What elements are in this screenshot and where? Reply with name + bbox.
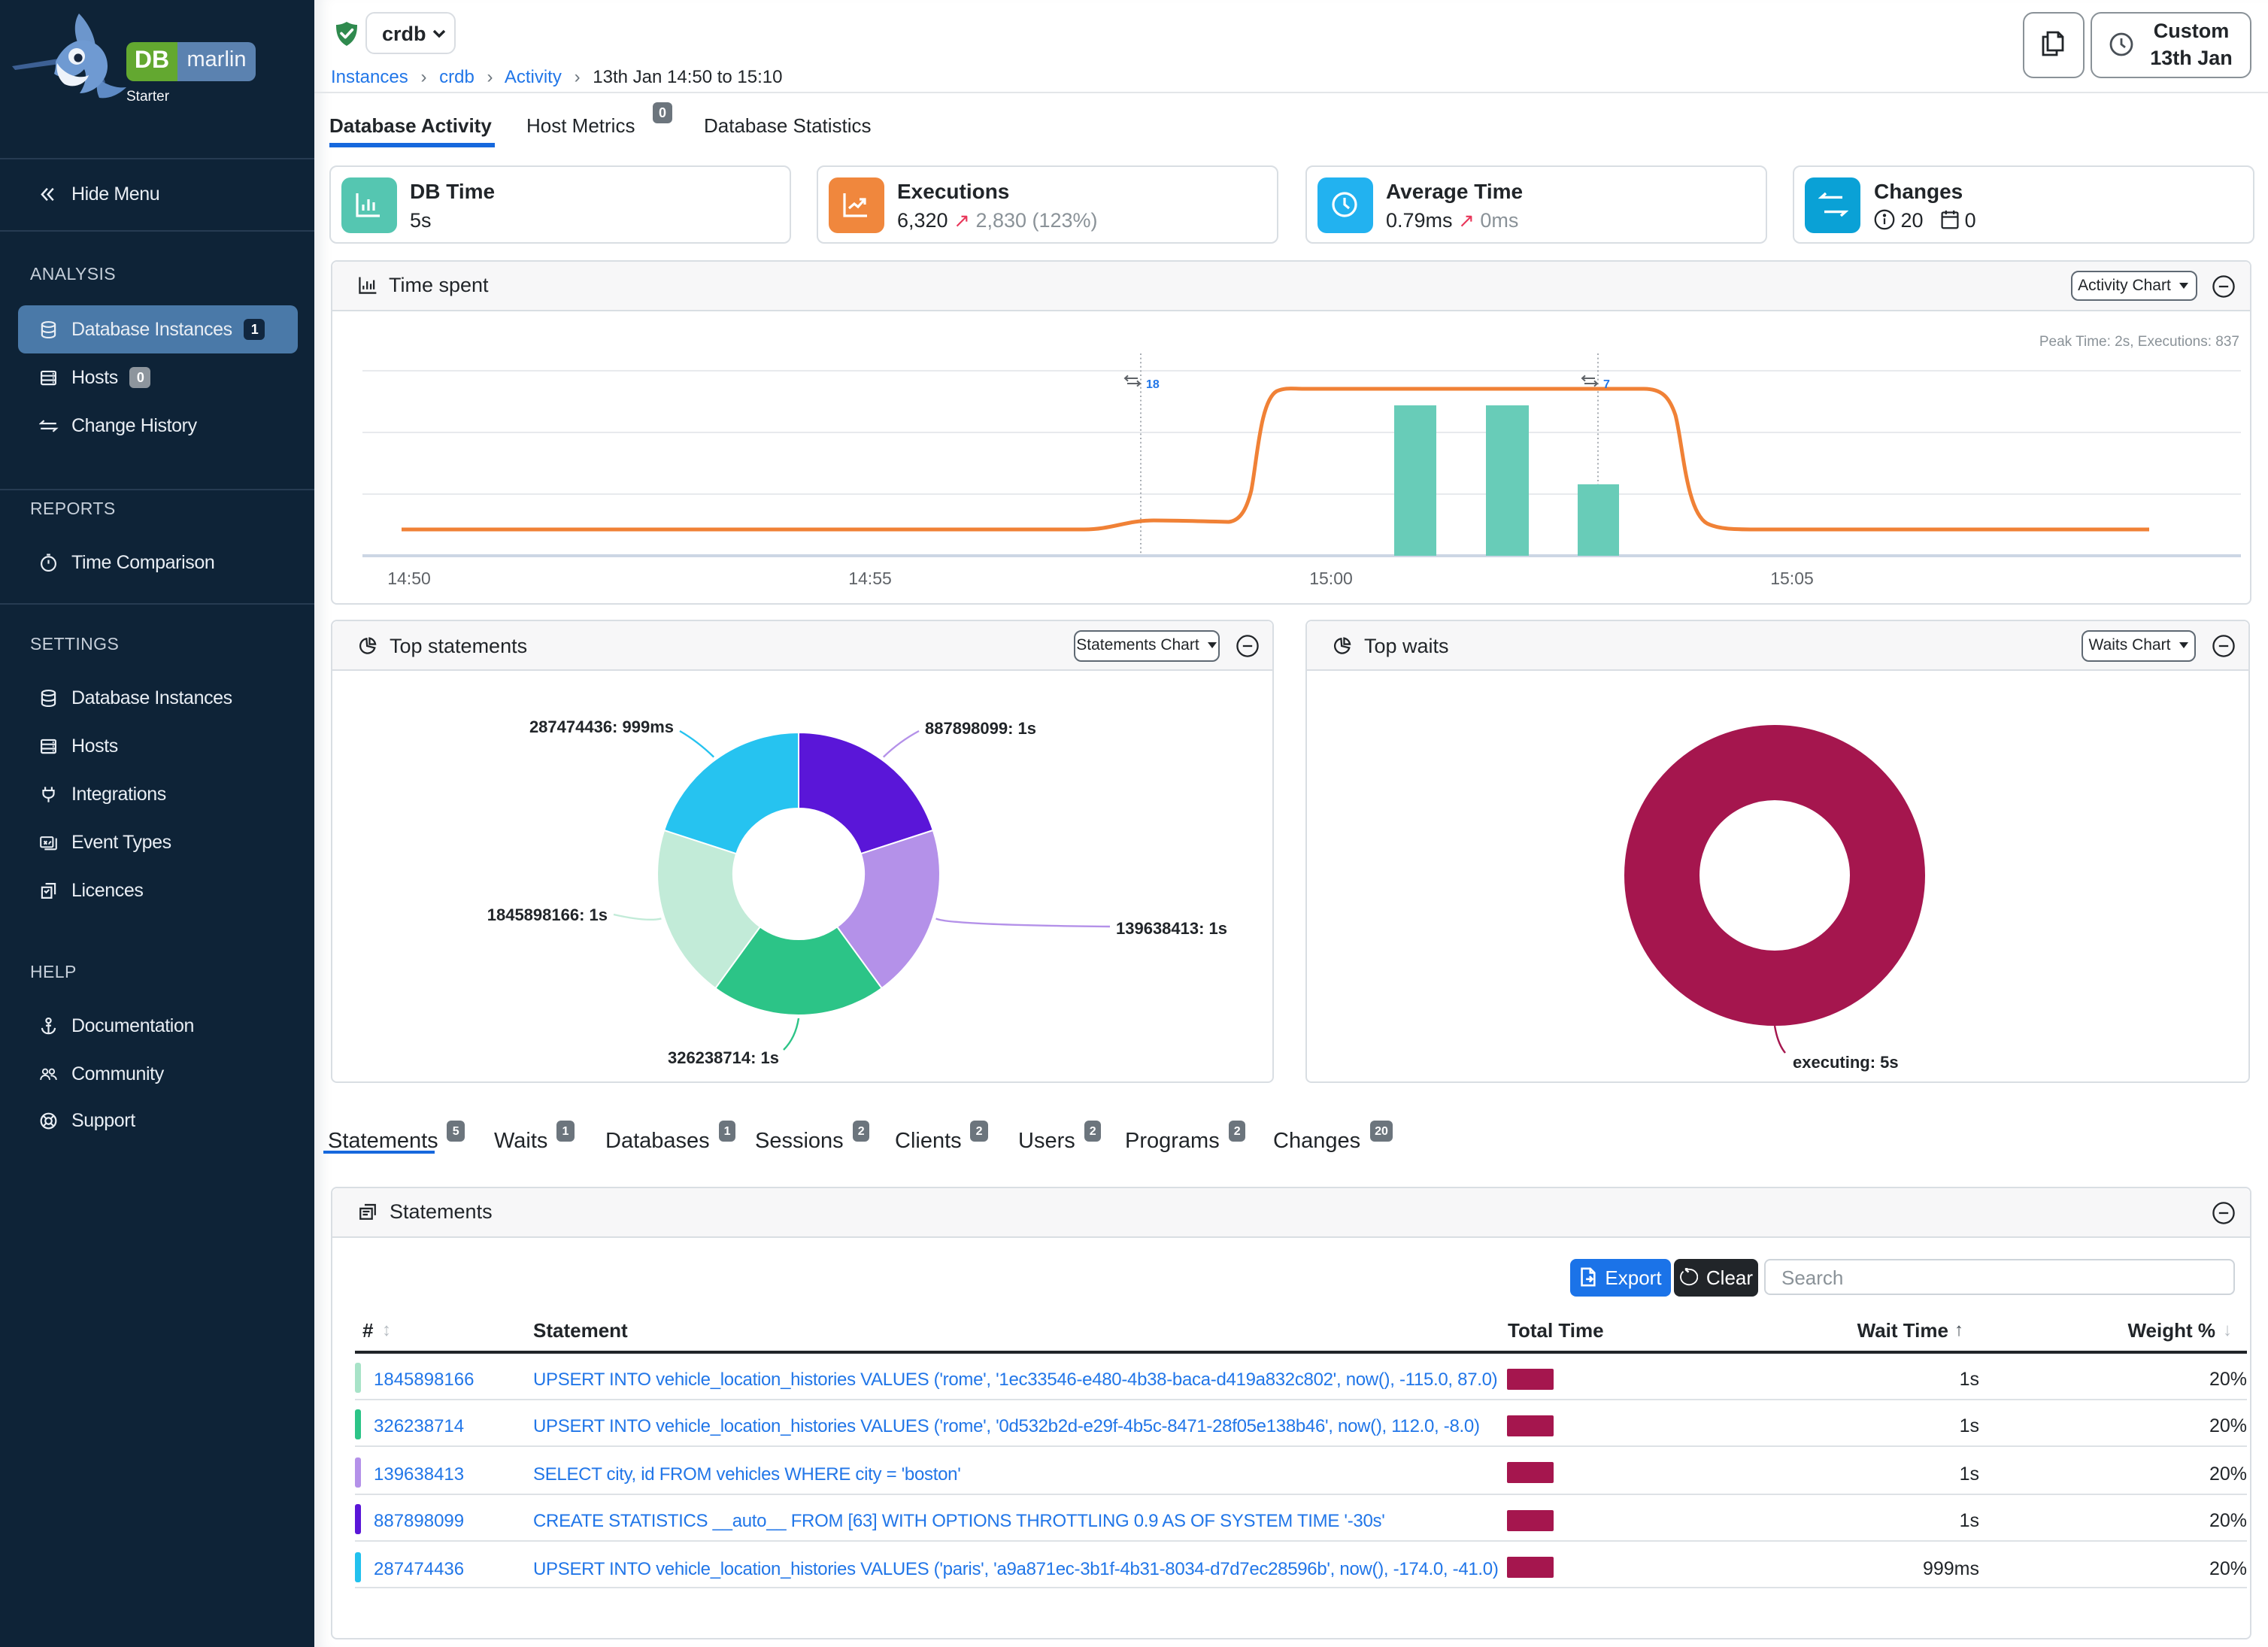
svg-text:15:00: 15:00: [1308, 568, 1352, 587]
svg-text:14:50: 14:50: [387, 568, 430, 587]
svg-text:14:55: 14:55: [847, 568, 891, 587]
svg-text:887898099: 1s: 887898099: 1s: [925, 719, 1036, 738]
svg-text:15:05: 15:05: [1769, 568, 1813, 587]
svg-text:326238714: 1s: 326238714: 1s: [668, 1048, 779, 1067]
svg-text:139638413: 1s: 139638413: 1s: [1116, 919, 1227, 938]
svg-text:18: 18: [1145, 378, 1159, 390]
svg-text:Peak Time: 2s, Executions: 837: Peak Time: 2s, Executions: 837: [2039, 333, 2239, 349]
svg-text:287474436: 999ms: 287474436: 999ms: [529, 717, 674, 736]
svg-text:1845898166: 1s: 1845898166: 1s: [487, 905, 608, 924]
svg-text:7: 7: [1602, 378, 1609, 390]
svg-text:executing: 5s: executing: 5s: [1793, 1053, 1899, 1072]
